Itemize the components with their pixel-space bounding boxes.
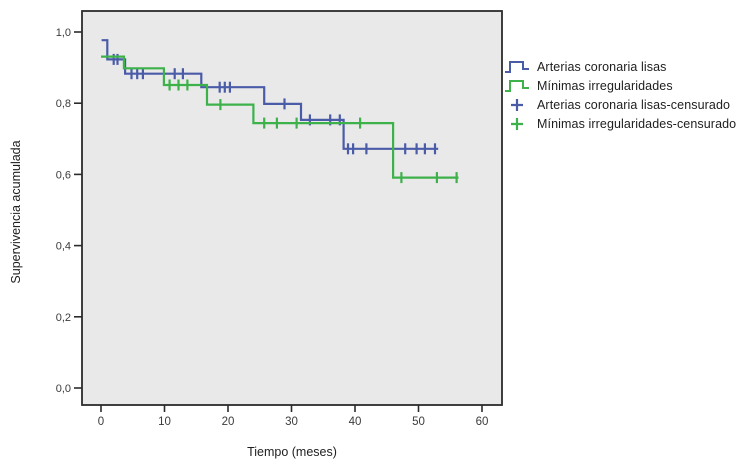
x-tick-label: 60 bbox=[476, 416, 489, 428]
legend-label: Mínimas irregularidades bbox=[537, 78, 673, 93]
x-tick-label: 10 bbox=[158, 416, 171, 428]
y-axis-title: Supervivencia acumulada bbox=[9, 140, 23, 283]
x-tick-label: 40 bbox=[349, 416, 362, 428]
y-tick-label: 0,4 bbox=[56, 241, 71, 253]
x-tick-label: 30 bbox=[285, 416, 298, 428]
y-tick-label: 1,0 bbox=[56, 27, 71, 39]
step-line-glyph bbox=[505, 60, 529, 73]
x-tick-label: 0 bbox=[98, 416, 104, 428]
x-tick-label: 50 bbox=[412, 416, 425, 428]
plus-glyph bbox=[511, 117, 523, 130]
y-tick-label: 0,0 bbox=[56, 383, 71, 395]
plot-dynamic-layer: 0,0 0,2 0,4 0,6 0,8 1,0 0 10 20 30 40 50 60 bbox=[56, 10, 503, 428]
step-line-swatch-icon bbox=[504, 59, 532, 75]
x-tick-label: 20 bbox=[222, 416, 235, 428]
x-axis-title: Tiempo (meses) bbox=[247, 445, 337, 459]
y-tick-label: 0,2 bbox=[56, 312, 71, 324]
step-line-glyph bbox=[505, 79, 529, 92]
legend-label: Mínimas irregularidades-censurado bbox=[537, 116, 737, 131]
legend-item-minimas-irregularidades: Mínimas irregularidades bbox=[504, 76, 736, 95]
series-line-1 bbox=[101, 55, 459, 179]
series-line-0 bbox=[101, 39, 439, 150]
legend-item-arterias-lisas-censurado: Arterias coronaria lisas-censurado bbox=[504, 95, 736, 114]
plus-censored-swatch-icon bbox=[504, 97, 532, 113]
plus-censored-swatch-icon bbox=[504, 116, 532, 132]
legend-item-minimas-censurado: Mínimas irregularidades-censurado bbox=[504, 114, 736, 133]
legend-label: Arterias coronaria lisas-censurado bbox=[537, 97, 731, 112]
plot-background bbox=[82, 11, 502, 405]
step-line-swatch-icon bbox=[504, 78, 532, 94]
legend-label: Arterias coronaria lisas bbox=[537, 59, 667, 74]
y-tick-label: 0,8 bbox=[56, 98, 71, 110]
plus-glyph bbox=[511, 98, 523, 111]
y-tick-label: 0,6 bbox=[56, 169, 71, 181]
chart-legend: Arterias coronaria lisas Mínimas irregul… bbox=[504, 57, 736, 133]
legend-item-arterias-lisas: Arterias coronaria lisas bbox=[504, 57, 736, 76]
